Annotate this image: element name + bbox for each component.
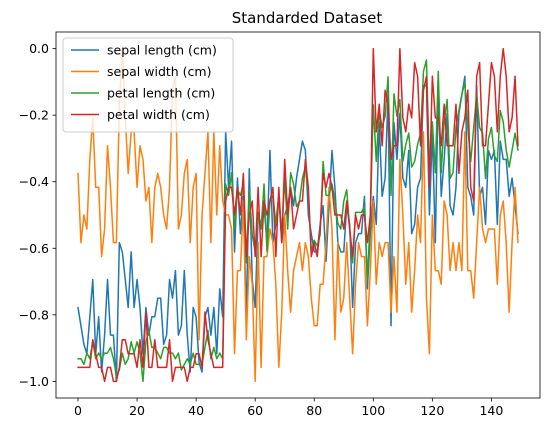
y-tick-label: 0.0 <box>29 41 49 56</box>
chart-title: Standarded Dataset <box>232 9 383 27</box>
legend: sepal length (cm) sepal width (cm) petal l… <box>62 37 234 133</box>
x-tick-label: 20 <box>129 403 145 418</box>
legend-label: petal length (cm) <box>107 86 215 101</box>
x-tick-label: 40 <box>188 403 204 418</box>
series-line-3 <box>77 47 519 383</box>
x-tick-label: 140 <box>479 403 503 418</box>
x-tick-label: 0 <box>74 403 82 418</box>
x-tick-label: 80 <box>306 403 322 418</box>
legend-label: petal width (cm) <box>107 107 210 122</box>
series-line-1 <box>77 47 519 383</box>
plot-frame <box>55 31 541 399</box>
legend-label: sepal length (cm) <box>107 43 217 58</box>
x-tick-label: 100 <box>361 403 385 418</box>
legend-box <box>62 37 234 133</box>
x-tick-label: 120 <box>420 403 444 418</box>
y-tick-label: −1.0 <box>19 374 49 389</box>
series-line-0 <box>77 75 519 383</box>
y-tick-label: −0.2 <box>19 108 49 123</box>
y-tick-label: −0.8 <box>19 307 49 322</box>
legend-label: sepal width (cm) <box>107 64 211 79</box>
axes-layer: 0 20 40 60 80 100 120 140 −1.0 −0.8 −0.6 −0.4 −0.2 0.… <box>19 31 541 418</box>
series-layer <box>77 47 519 383</box>
y-tick-label: −0.6 <box>19 241 49 256</box>
y-tick-label: −0.4 <box>19 174 49 189</box>
x-tick-label: 60 <box>247 403 263 418</box>
